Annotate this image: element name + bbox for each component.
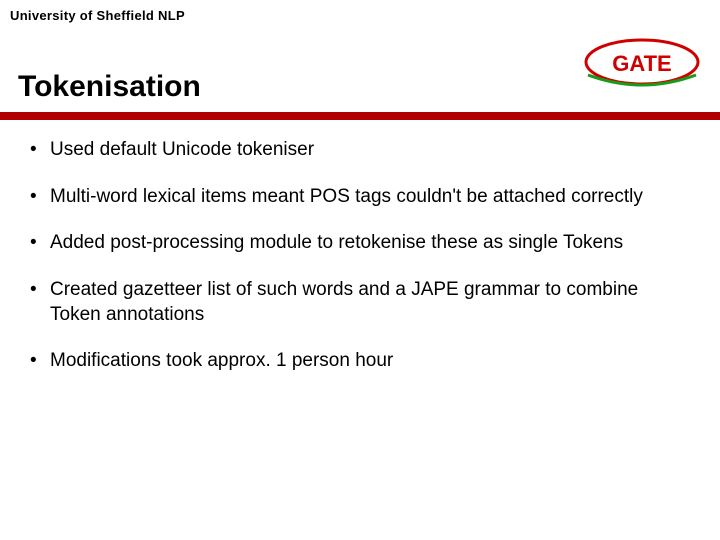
list-item: • Added post-processing module to retoke…	[28, 231, 680, 256]
bullet-icon: •	[28, 349, 50, 374]
list-item: • Used default Unicode tokeniser	[28, 138, 680, 163]
bullet-list: • Used default Unicode tokeniser • Multi…	[28, 138, 680, 396]
bullet-text: Multi-word lexical items meant POS tags …	[50, 185, 680, 210]
list-item: • Modifications took approx. 1 person ho…	[28, 349, 680, 374]
bullet-icon: •	[28, 185, 50, 210]
logo-text: GATE	[612, 51, 671, 76]
list-item: • Created gazetteer list of such words a…	[28, 278, 680, 327]
title-rule	[0, 112, 720, 120]
gate-logo: GATE	[582, 35, 702, 90]
bullet-icon: •	[28, 231, 50, 256]
bullet-text: Used default Unicode tokeniser	[50, 138, 680, 163]
institution-label: University of Sheffield NLP	[10, 8, 185, 23]
list-item: • Multi-word lexical items meant POS tag…	[28, 185, 680, 210]
bullet-text: Modifications took approx. 1 person hour	[50, 349, 680, 374]
bullet-text: Created gazetteer list of such words and…	[50, 278, 680, 327]
bullet-icon: •	[28, 138, 50, 163]
slide-title: Tokenisation	[18, 70, 201, 104]
bullet-text: Added post-processing module to retokeni…	[50, 231, 680, 256]
bullet-icon: •	[28, 278, 50, 303]
